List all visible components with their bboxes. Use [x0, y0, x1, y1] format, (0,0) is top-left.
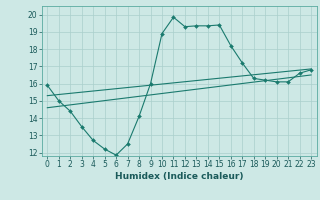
X-axis label: Humidex (Indice chaleur): Humidex (Indice chaleur)	[115, 172, 244, 181]
